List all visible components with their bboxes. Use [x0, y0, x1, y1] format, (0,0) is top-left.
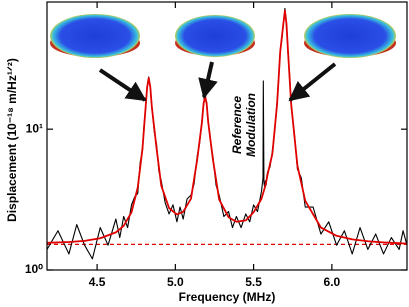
y-tick-label: 10¹ — [26, 121, 43, 135]
x-tick-label: 5.5 — [245, 275, 262, 289]
disk-mode — [50, 14, 140, 58]
x-tick-label: 6.0 — [324, 275, 341, 289]
arrow — [98, 68, 147, 102]
x-axis-label: Frequency (MHz) — [179, 290, 276, 304]
plot-area: 4.5 5.0 5.5 6.0 10⁰ 10¹ — [25, 1, 408, 289]
annotation: Modulation — [244, 93, 258, 157]
x-tick-label: 4.5 — [89, 275, 106, 289]
disk-mode — [175, 15, 255, 57]
mode-shapes — [50, 14, 396, 102]
disk-mode — [304, 14, 396, 58]
plot-frame — [46, 1, 408, 271]
y-axis-label: Displacement (10⁻¹⁸ m/Hz¹ᐟ²) — [5, 58, 19, 222]
arrow — [288, 62, 337, 102]
data-line — [47, 9, 407, 245]
x-tick-label: 5.0 — [167, 275, 184, 289]
series-group — [47, 7, 407, 260]
y-tick-label: 10⁰ — [25, 262, 43, 276]
arrow — [198, 61, 218, 99]
annotation: Reference — [230, 96, 244, 154]
